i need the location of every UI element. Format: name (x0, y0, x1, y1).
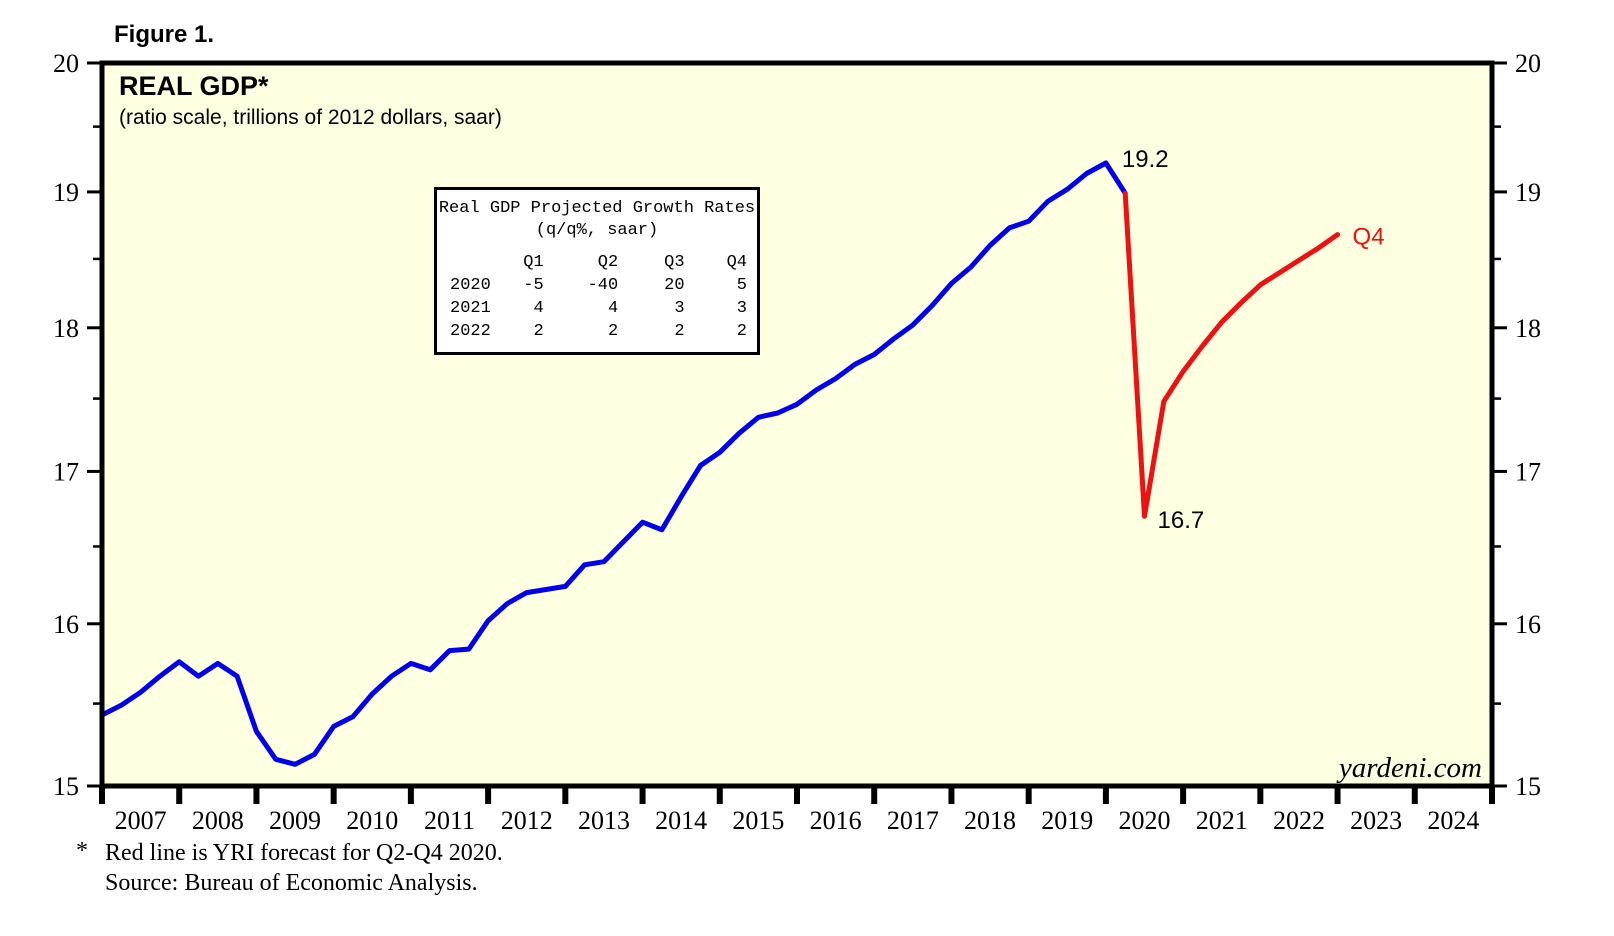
x-axis-year-label: 2021 (1196, 806, 1248, 835)
table-value-cell: -40 (587, 276, 619, 295)
x-axis-year-label: 2022 (1273, 806, 1325, 835)
x-axis-year-label: 2008 (192, 806, 244, 835)
table-row: 2021 4 4 3 3 (437, 297, 757, 320)
table-year-cell: 2022 (450, 322, 491, 341)
yardeni-watermark: yardeni.com (1336, 752, 1482, 784)
y-axis-label-right: 20 (1515, 49, 1541, 78)
footnote-asterisk: * (76, 838, 88, 864)
y-axis-label-right: 17 (1515, 457, 1541, 486)
x-axis-year-label: 2019 (1041, 806, 1093, 835)
table-row: 2022 2 2 2 2 (437, 320, 757, 343)
gdp-actual-line (99, 160, 1128, 767)
table-header-q2: Q2 (597, 253, 619, 272)
figure-label: Figure 1. (114, 21, 215, 48)
y-axis-label-left: 18 (53, 314, 79, 343)
x-axis-year-label: 2010 (346, 806, 398, 835)
table-header-q1: Q1 (523, 253, 544, 272)
x-axis-year-label: 2007 (115, 806, 167, 835)
table-value-cell: 2 (533, 322, 544, 341)
chart-title: REAL GDP* (119, 71, 269, 101)
y-axis-label-right: 15 (1515, 772, 1541, 801)
plot-border (99, 60, 1495, 789)
inset-table-subtitle: (q/q%, saar) (535, 221, 659, 240)
y-axis-label-left: 17 (53, 457, 79, 486)
trough-annotation: 16.7 (1158, 507, 1205, 534)
chart-title-block: REAL GDP* (ratio scale, trillions of 201… (119, 71, 502, 131)
x-axis-year-label: 2016 (810, 806, 862, 835)
y-axis-label-right: 18 (1515, 314, 1541, 343)
table-row: 2020 -5 -40 20 5 (437, 274, 757, 297)
x-axis-year-label: 2017 (887, 806, 939, 835)
peak-annotation: 19.2 (1122, 146, 1169, 173)
footnote-line2: Source: Bureau of Economic Analysis. (105, 870, 478, 896)
table-value-cell: 2 (607, 322, 619, 341)
projected-growth-table: Real GDP Projected Growth Rates (q/q%, s… (434, 187, 760, 355)
table-value-cell: -5 (523, 276, 544, 295)
y-axis-label-left: 15 (53, 772, 79, 801)
x-axis-year-label: 2023 (1350, 806, 1402, 835)
x-axis-year-label: 2015 (732, 806, 784, 835)
gdp-forecast-line (1122, 190, 1341, 519)
table-header-q4: Q4 (726, 253, 747, 272)
x-axis-year-label: 2011 (424, 806, 475, 835)
table-value-cell: 20 (664, 276, 685, 295)
footnote-line1: Red line is YRI forecast for Q2-Q4 2020. (105, 840, 503, 866)
y-axis-label-left: 20 (53, 49, 79, 78)
x-axis-year-label: 2012 (501, 806, 553, 835)
table-value-cell: 4 (533, 299, 544, 318)
x-axis-year-label: 2014 (655, 806, 707, 835)
table-header-row: Q1 Q2 Q3 Q4 (437, 251, 757, 274)
table-value-cell: 5 (736, 276, 747, 295)
table-value-cell: 2 (674, 322, 685, 341)
x-axis-year-label: 2020 (1119, 806, 1171, 835)
table-value-cell: 2 (736, 322, 747, 341)
table-header-q3: Q3 (664, 253, 685, 272)
y-axis-label-right: 19 (1515, 178, 1541, 207)
table-value-cell: 3 (736, 299, 747, 318)
table-year-cell: 2021 (450, 299, 491, 318)
y-axis-label-right: 16 (1515, 610, 1541, 639)
x-axis-year-label: 2018 (964, 806, 1016, 835)
chart-subtitle: (ratio scale, trillions of 2012 dollars,… (119, 106, 502, 129)
plot-area (102, 63, 1492, 786)
line-end-annotation: Q4 (1353, 224, 1385, 251)
table-value-cell: 3 (674, 299, 685, 318)
table-header-corner (437, 251, 501, 274)
x-axis-year-label: 2024 (1427, 806, 1479, 835)
y-axis-label-left: 19 (53, 178, 79, 207)
x-axis-year-label: 2009 (269, 806, 321, 835)
inset-table-title: Real GDP Projected Growth Rates (438, 199, 756, 218)
x-axis-year-label: 2013 (578, 806, 630, 835)
footnote: * Red line is YRI forecast for Q2-Q4 202… (76, 838, 503, 898)
y-axis-label-left: 16 (53, 610, 79, 639)
table-year-cell: 2020 (450, 276, 491, 295)
growth-rates-table: Q1 Q2 Q3 Q4 2020 -5 -40 20 5 2021 4 4 3 … (437, 251, 757, 343)
table-value-cell: 4 (607, 299, 619, 318)
